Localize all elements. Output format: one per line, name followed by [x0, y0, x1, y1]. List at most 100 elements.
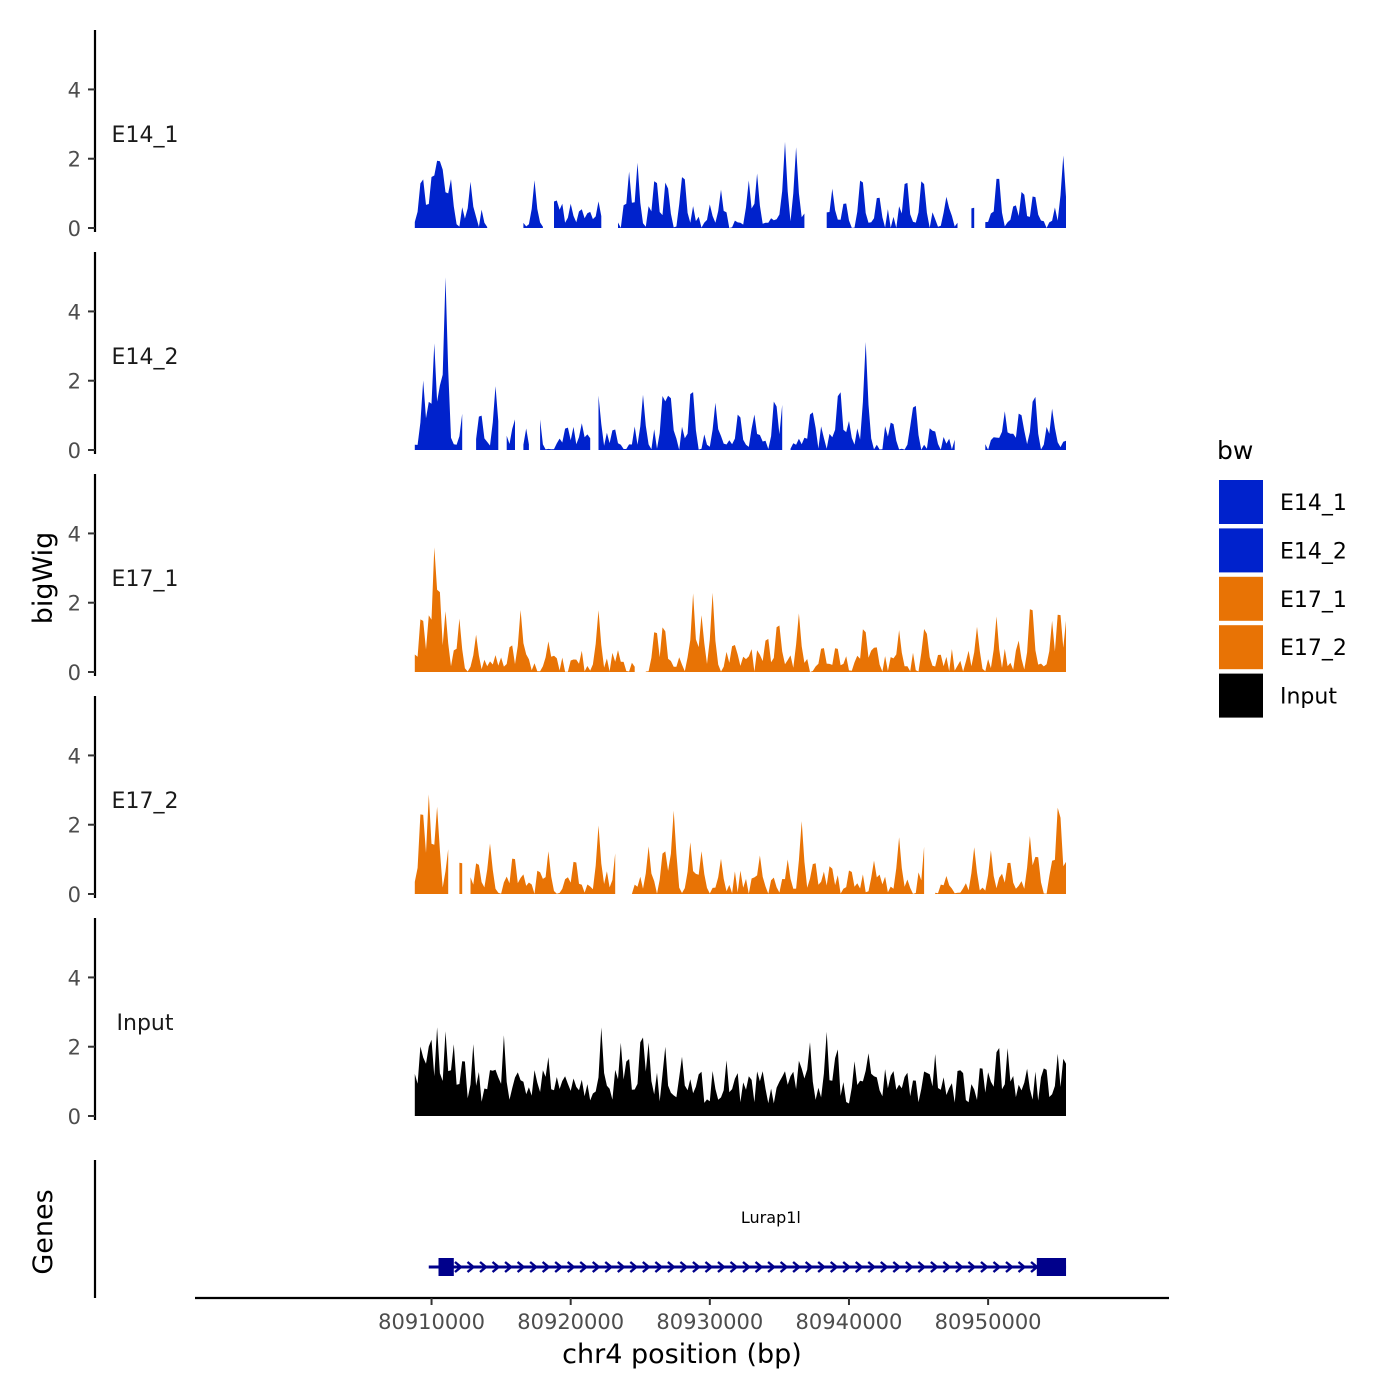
- y-axis-title: bigWig: [28, 532, 59, 625]
- signal-area-E17_2: [631, 810, 925, 894]
- y-tick-label: 2: [68, 814, 81, 838]
- x-tick-label: 80940000: [796, 1310, 903, 1334]
- legend: bw E14_1 E14_2 E17_1 E17_2 Input: [1217, 436, 1347, 718]
- signal-area-E14_1: [414, 160, 488, 228]
- gene-exon: [438, 1258, 454, 1276]
- legend-swatch-E14_1: [1219, 480, 1263, 524]
- gene-name-label: Lurap1l: [741, 1208, 801, 1227]
- gene-exon: [1036, 1258, 1067, 1276]
- strand-arrow: [729, 1261, 739, 1273]
- legend-swatch-E17_2: [1219, 625, 1263, 670]
- signal-area-E17_1: [645, 592, 1066, 672]
- strand-arrow: [529, 1261, 538, 1273]
- strand-arrow: [566, 1261, 576, 1273]
- signal-area-E17_2: [414, 794, 449, 894]
- strand-arrow: [466, 1261, 476, 1273]
- strand-arrow: [942, 1261, 952, 1273]
- track-label: E14_2: [112, 345, 179, 370]
- strand-arrow: [955, 1261, 964, 1273]
- strand-arrow: [717, 1261, 726, 1273]
- track-E17_2: 0 2 4 E17_2: [68, 696, 1066, 907]
- y-tick-label: 4: [68, 300, 81, 324]
- strand-arrow: [554, 1261, 564, 1273]
- legend-label: E17_2: [1280, 636, 1347, 661]
- strand-arrow: [541, 1261, 551, 1273]
- strand-arrow: [854, 1261, 864, 1273]
- strand-arrow: [1005, 1261, 1014, 1273]
- strand-arrow: [667, 1261, 676, 1273]
- signal-area-E17_2: [459, 862, 463, 894]
- strand-arrow: [917, 1261, 927, 1273]
- strand-arrow: [504, 1261, 513, 1273]
- signal-area-E14_1: [618, 141, 805, 228]
- strand-arrow: [679, 1261, 689, 1273]
- signal-area-E14_2: [414, 277, 463, 450]
- legend-label: E14_2: [1280, 539, 1347, 564]
- gene-track-panel: Lurap1l: [93, 1160, 1067, 1298]
- strand-arrow: [516, 1261, 526, 1273]
- y-tick-label: 2: [68, 592, 81, 616]
- track-E14_2: 0 2 4 E14_2: [68, 252, 1066, 463]
- strand-arrow: [792, 1261, 801, 1273]
- track-label: E17_1: [112, 567, 179, 592]
- y-tick-label: 4: [68, 78, 81, 102]
- strand-arrow: [992, 1261, 1002, 1273]
- signal-area-E14_2: [790, 342, 955, 450]
- signal-area-E14_2: [523, 428, 529, 450]
- strand-arrow: [980, 1261, 989, 1273]
- strand-arrow: [604, 1261, 614, 1273]
- y-tick-label: 2: [68, 1036, 81, 1060]
- x-tick-label: 80950000: [935, 1310, 1042, 1334]
- legend-swatch-E14_2: [1219, 528, 1263, 573]
- signal-area-E14_1: [554, 200, 602, 228]
- bigwig-tracks: 0 2 4 E14_1 0 2 4 E14_2 0 2 4 E17_1 0 2 4 E17_2 0 2 4 Input: [68, 30, 1066, 1129]
- legend-title: bw: [1217, 436, 1253, 465]
- y-tick-label: 4: [68, 522, 81, 546]
- signal-area-E14_2: [985, 396, 1066, 450]
- strand-arrow: [654, 1261, 664, 1273]
- strand-arrow: [879, 1261, 889, 1273]
- strand-arrow: [754, 1261, 764, 1273]
- legend-label: E17_1: [1280, 588, 1347, 613]
- signal-area-E14_2: [476, 386, 499, 450]
- track-E14_1: 0 2 4 E14_1: [68, 30, 1066, 241]
- signal-area-E14_1: [971, 207, 975, 228]
- legend-label: Input: [1280, 685, 1337, 710]
- x-axis-title: chr4 position (bp): [562, 1339, 802, 1370]
- track-label: E14_1: [112, 123, 179, 148]
- strand-arrow: [579, 1261, 589, 1273]
- signal-area-Input: [414, 1027, 1066, 1116]
- strand-arrow: [591, 1261, 601, 1273]
- signal-area-E17_2: [935, 807, 1066, 894]
- strand-arrow: [454, 1261, 463, 1273]
- signal-area-E14_1: [826, 180, 958, 228]
- strand-arrow: [817, 1261, 827, 1273]
- legend-swatch-Input: [1219, 673, 1263, 718]
- signal-area-E14_1: [523, 180, 543, 228]
- legend-label: E14_1: [1280, 491, 1347, 516]
- y-tick-label: 2: [68, 148, 81, 172]
- legend-swatch-E17_1: [1219, 576, 1263, 621]
- strand-arrow: [1017, 1261, 1027, 1273]
- x-tick-label: 80930000: [656, 1310, 763, 1334]
- strand-arrow: [892, 1261, 902, 1273]
- x-tick-label: 80910000: [378, 1310, 485, 1334]
- track-label: E17_2: [112, 789, 179, 814]
- y-tick-label: 0: [68, 217, 81, 241]
- signal-area-E17_2: [470, 825, 616, 894]
- track-E17_1: 0 2 4 E17_1: [68, 474, 1066, 685]
- y-tick-label: 0: [68, 1105, 81, 1129]
- y-tick-label: 4: [68, 966, 81, 990]
- y-tick-label: 4: [68, 744, 81, 768]
- strand-arrow: [867, 1261, 877, 1273]
- y-tick-label: 0: [68, 439, 81, 463]
- strand-arrow: [692, 1261, 701, 1273]
- strand-arrow: [629, 1261, 639, 1273]
- strand-arrow: [479, 1261, 488, 1273]
- strand-arrow: [742, 1261, 751, 1273]
- strand-arrow: [804, 1261, 814, 1273]
- y-tick-label: 0: [68, 883, 81, 907]
- genes-axis-title: Genes: [28, 1189, 59, 1274]
- strand-arrow: [779, 1261, 789, 1273]
